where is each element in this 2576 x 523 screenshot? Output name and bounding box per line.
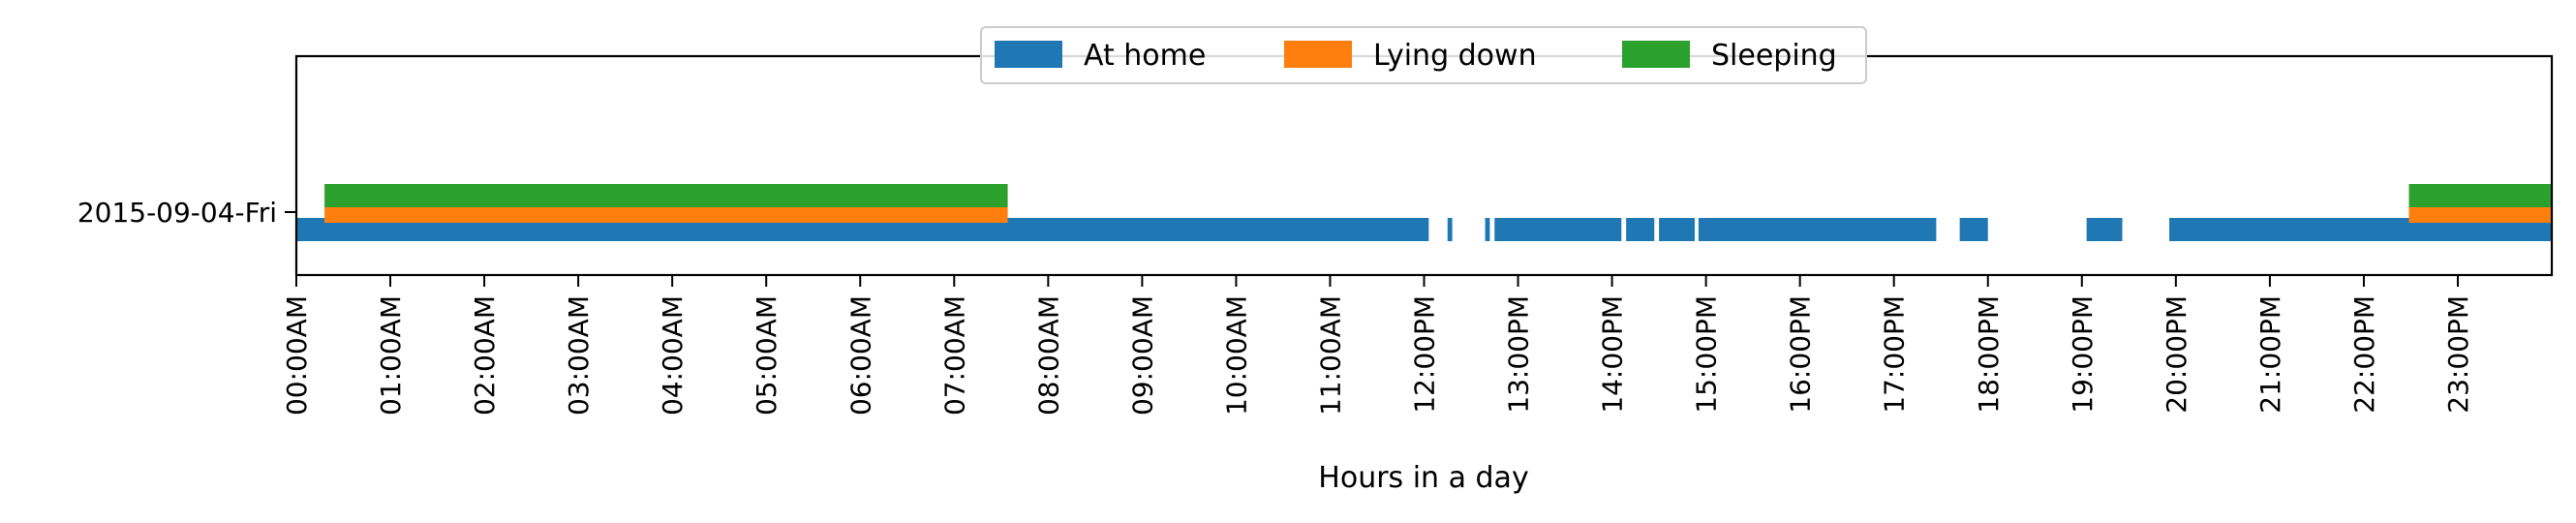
at-home-bar <box>1485 218 1490 241</box>
at-home-bar <box>1447 218 1453 241</box>
x-tick-label: 06:00AM <box>844 295 876 415</box>
x-tick-label: 19:00PM <box>2067 295 2099 414</box>
x-axis-label: Hours in a day <box>1318 461 1528 495</box>
x-tick-label: 13:00PM <box>1503 295 1535 414</box>
at-home-bar <box>1626 218 1655 241</box>
legend-swatch-sleeping <box>1622 41 1690 68</box>
legend-label-at-home: At home <box>1084 39 1206 73</box>
x-tick-label: 03:00AM <box>563 295 595 415</box>
x-tick-label: 00:00AM <box>281 295 313 415</box>
x-tick-label: 14:00PM <box>1597 295 1629 414</box>
x-tick-label: 18:00PM <box>1973 295 2005 414</box>
x-tick-label: 08:00AM <box>1032 295 1064 415</box>
y-axis: 2015-09-04-Fri <box>77 197 296 229</box>
legend-swatch-at-home <box>995 41 1062 68</box>
legend-swatch-lying-down <box>1284 41 1352 68</box>
legend-label-lying-down: Lying down <box>1373 39 1537 73</box>
x-tick-label: 20:00PM <box>2161 295 2193 414</box>
x-tick-label: 07:00AM <box>938 295 970 415</box>
x-tick-label: 05:00AM <box>751 295 782 415</box>
legend: At home Lying down Sleeping <box>980 26 1867 84</box>
bars-layer <box>296 184 2552 241</box>
lying-down-bar <box>2408 207 2552 223</box>
x-tick-label: 15:00PM <box>1691 295 1723 414</box>
x-tick-label: 21:00PM <box>2254 295 2286 414</box>
at-home-bar <box>2086 218 2123 241</box>
x-tick-label: 09:00AM <box>1126 295 1158 415</box>
at-home-bar <box>1659 218 1695 241</box>
x-tick-label: 22:00PM <box>2348 295 2380 414</box>
lying-down-bar <box>324 207 1008 223</box>
at-home-bar <box>1959 218 1988 241</box>
x-tick-label: 01:00AM <box>375 295 407 415</box>
at-home-bar <box>1494 218 1622 241</box>
x-tick-label: 10:00AM <box>1220 295 1252 415</box>
x-tick-label: 12:00PM <box>1409 295 1441 414</box>
x-tick-label: 16:00PM <box>1785 295 1817 414</box>
x-axis: 00:00AM 01:00AM 02:00AM 03:00AM 04:00AM 05:00… <box>281 275 2474 415</box>
sleeping-bar <box>2408 184 2552 207</box>
x-tick-label: 17:00PM <box>1879 295 1911 414</box>
x-tick-label: 11:00AM <box>1314 295 1346 415</box>
y-tick-label: 2015-09-04-Fri <box>77 197 277 229</box>
legend-label-sleeping: Sleeping <box>1711 39 1837 73</box>
x-tick-label: 04:00AM <box>657 295 689 415</box>
at-home-bar <box>1698 218 1937 241</box>
plot-frame <box>294 54 2554 277</box>
sleeping-bar <box>324 184 1008 207</box>
x-tick-label: 23:00PM <box>2442 295 2474 414</box>
x-tick-label: 02:00AM <box>469 295 501 415</box>
